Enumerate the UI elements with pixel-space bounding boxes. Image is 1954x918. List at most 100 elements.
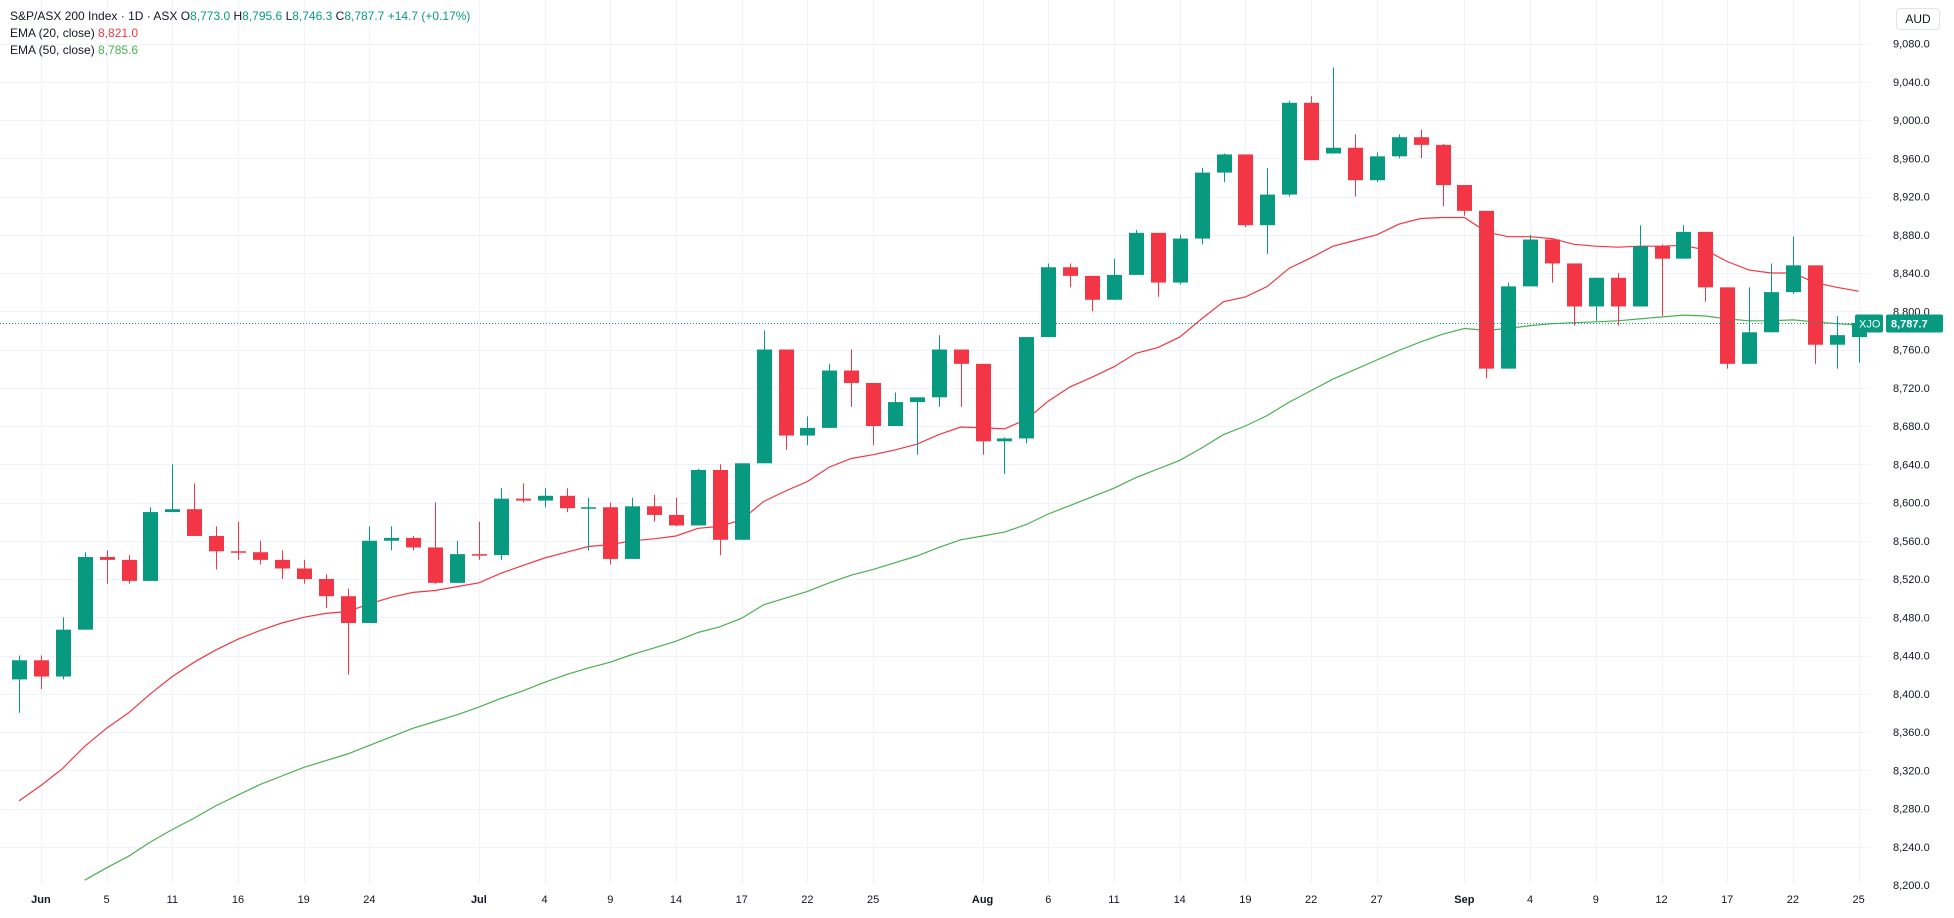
candle-body	[34, 660, 49, 677]
ema-50-legend-row[interactable]: EMA (50, close) 8,785.6	[10, 42, 470, 59]
candle-body	[1720, 287, 1735, 364]
candle-up	[450, 540, 465, 583]
candle-body	[779, 349, 794, 436]
candle-body	[822, 370, 837, 428]
candle-up	[932, 335, 947, 407]
candle-body	[1260, 194, 1275, 226]
candle-up	[691, 469, 706, 526]
candle-body	[362, 540, 377, 623]
candle-down	[1720, 287, 1735, 369]
price-tick-label: 9,080.0	[1893, 39, 1930, 51]
candle-down	[122, 555, 137, 584]
candle-body	[932, 349, 947, 398]
candle-body	[12, 660, 27, 680]
candle-body	[1501, 286, 1516, 369]
candle-down	[100, 550, 115, 584]
candle-body	[1282, 102, 1297, 195]
candle-body	[844, 370, 859, 383]
candle-up	[1392, 134, 1407, 159]
symbol-price-badge[interactable]: XJO 8,787.7	[1855, 314, 1943, 333]
candle-body	[1129, 232, 1144, 275]
candle-down	[1085, 275, 1100, 312]
candle-body	[143, 512, 158, 581]
time-tick-label: 14	[1174, 894, 1186, 906]
candle-down	[1655, 244, 1670, 317]
time-tick-label: 4	[1527, 894, 1533, 906]
price-axis[interactable]: 8,200.0 8,240.0 8,280.0 8,320.0 8,360.0 8,400…	[1855, 0, 1954, 918]
candle-up	[910, 397, 925, 455]
candle-down	[187, 483, 202, 536]
time-tick-label: Jul	[471, 894, 487, 906]
candle-body	[997, 438, 1012, 442]
candle-up	[1523, 234, 1538, 287]
candle-body	[209, 535, 224, 552]
candle-up	[1107, 258, 1122, 300]
candle-up	[1326, 67, 1341, 154]
change-value: +14.7 (+0.17%)	[387, 9, 471, 23]
candle-body	[1217, 154, 1232, 173]
currency-selector[interactable]: AUD	[1896, 8, 1940, 30]
candle-body	[1655, 246, 1670, 259]
price-tick-label: 8,760.0	[1893, 345, 1930, 357]
candle-up	[1260, 167, 1275, 254]
candle-up	[1830, 316, 1845, 369]
time-tick-label: 6	[1045, 894, 1051, 906]
candle-down	[1567, 263, 1582, 326]
candle-down	[1436, 143, 1451, 207]
candle-up	[1764, 263, 1779, 333]
candle-body	[1436, 144, 1451, 186]
candle-body	[494, 498, 509, 556]
candle-down	[231, 521, 246, 560]
candle-body	[1348, 147, 1363, 181]
candle-body	[100, 557, 115, 560]
time-tick-label: Aug	[972, 894, 993, 906]
time-tick-label: 22	[1305, 894, 1317, 906]
candle-down	[341, 588, 356, 675]
candle-down	[1304, 96, 1319, 161]
candle-down	[319, 574, 334, 608]
candle-down	[1611, 273, 1626, 326]
candle-down	[1238, 154, 1253, 228]
candle-down	[560, 488, 575, 513]
time-tick-label: 17	[1721, 894, 1733, 906]
ema-20-legend-row[interactable]: EMA (20, close) 8,821.0	[10, 25, 470, 42]
candle-up	[800, 416, 815, 446]
candle-body	[1786, 265, 1801, 293]
candle-up	[1019, 337, 1034, 444]
candle-down	[1414, 129, 1429, 159]
price-tick-label: 8,640.0	[1893, 459, 1930, 471]
candle-body	[1830, 335, 1845, 345]
candle-down	[1479, 210, 1494, 379]
candle-body	[735, 463, 750, 540]
time-tick-label: 19	[298, 894, 310, 906]
time-tick-label: 22	[801, 894, 813, 906]
candle-down	[253, 540, 268, 565]
candle-up	[1501, 282, 1516, 369]
candle-body	[538, 495, 553, 501]
candle-down	[1151, 232, 1166, 297]
ema-50-value: 8,785.6	[98, 43, 139, 57]
candle-body	[56, 629, 71, 677]
candle-up	[1742, 287, 1757, 364]
candle-up	[888, 392, 903, 426]
candle-up	[625, 497, 640, 559]
high-value: 8,795.6	[242, 9, 283, 23]
candle-body	[1611, 277, 1626, 307]
candle-up	[1282, 100, 1297, 197]
candle-down	[1545, 239, 1560, 283]
candle-up	[538, 488, 553, 508]
candle-body	[1238, 154, 1253, 226]
candle-up	[1173, 234, 1188, 285]
candle-up	[997, 437, 1012, 474]
price-tick-label: 8,840.0	[1893, 268, 1930, 280]
candle-up	[56, 617, 71, 680]
ema-20-line	[18, 216, 1859, 802]
low-label: L	[285, 9, 293, 23]
price-tick-label: 8,600.0	[1893, 498, 1930, 510]
time-tick-label: 14	[670, 894, 682, 906]
ema-50-line	[84, 314, 1859, 881]
time-tick-label: 27	[1371, 894, 1383, 906]
symbol-legend-row[interactable]: S&P/ASX 200 Index · 1D · ASX O8,773.0 H8…	[10, 8, 470, 25]
time-axis[interactable]: Jun 5 11 16 19 24 Jul 4 9 14 17 22 25 Aug 6 11 14 19 22 27 S…	[0, 885, 1870, 918]
